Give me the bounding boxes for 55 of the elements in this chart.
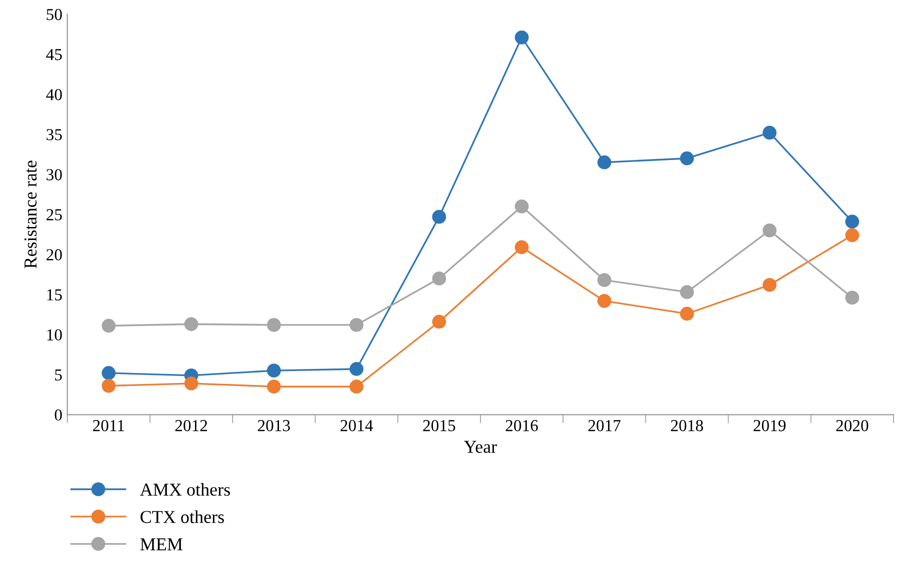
point	[680, 306, 694, 321]
y-tick-label: 0	[54, 409, 62, 421]
y-tick-label: 5	[55, 369, 62, 381]
point	[514, 199, 529, 214]
y-tick-label: 20	[46, 249, 62, 260]
x-tick-label: 2020	[836, 420, 868, 432]
x-tick-label: 2013	[258, 420, 290, 432]
legend-label: MEM	[140, 538, 182, 550]
point	[432, 210, 446, 224]
y-tick-label: 10	[47, 329, 62, 340]
y-tick-label: 50	[46, 8, 62, 20]
y-tick-label: 30	[46, 169, 62, 180]
x-axis-title: Year	[464, 440, 497, 453]
point	[102, 318, 116, 333]
x-tick-label: 2012	[175, 420, 208, 432]
point	[514, 240, 529, 254]
point	[762, 126, 777, 140]
point	[597, 155, 612, 170]
y-axis-title: Resistance rate	[24, 160, 37, 268]
point	[350, 380, 364, 394]
point	[266, 364, 281, 378]
x-tick-label: 2011	[93, 420, 124, 432]
legend-label: CTX others	[140, 510, 224, 524]
point	[266, 318, 281, 332]
point	[432, 314, 446, 329]
y-tick-label: 15	[47, 289, 62, 300]
point	[597, 273, 612, 288]
point	[102, 378, 116, 393]
x-tick-label: 2015	[423, 420, 456, 432]
point	[350, 318, 364, 332]
point	[350, 362, 364, 376]
x-tick-label: 2018	[671, 420, 703, 432]
point	[266, 380, 281, 394]
x-tick-label: 2019	[754, 420, 786, 432]
point	[845, 214, 860, 229]
y-tick-label: 35	[46, 129, 62, 140]
y-tick-label: 40	[46, 88, 62, 100]
point	[184, 317, 198, 332]
point	[845, 228, 860, 242]
point	[102, 366, 116, 380]
x-tick-label: 2014	[340, 420, 373, 432]
x-tick-label: 2017	[588, 420, 621, 432]
y-tick-label: 45	[46, 49, 62, 60]
y-tick-label: 25	[46, 209, 62, 220]
point	[680, 285, 694, 300]
point	[845, 290, 860, 305]
point	[184, 376, 198, 390]
point	[432, 272, 446, 286]
point	[762, 223, 777, 238]
legend-label: AMX others	[140, 483, 230, 496]
point	[762, 278, 777, 292]
x-tick-label: 2016	[506, 420, 538, 432]
point	[597, 294, 612, 308]
point	[514, 30, 529, 44]
point	[680, 151, 694, 166]
